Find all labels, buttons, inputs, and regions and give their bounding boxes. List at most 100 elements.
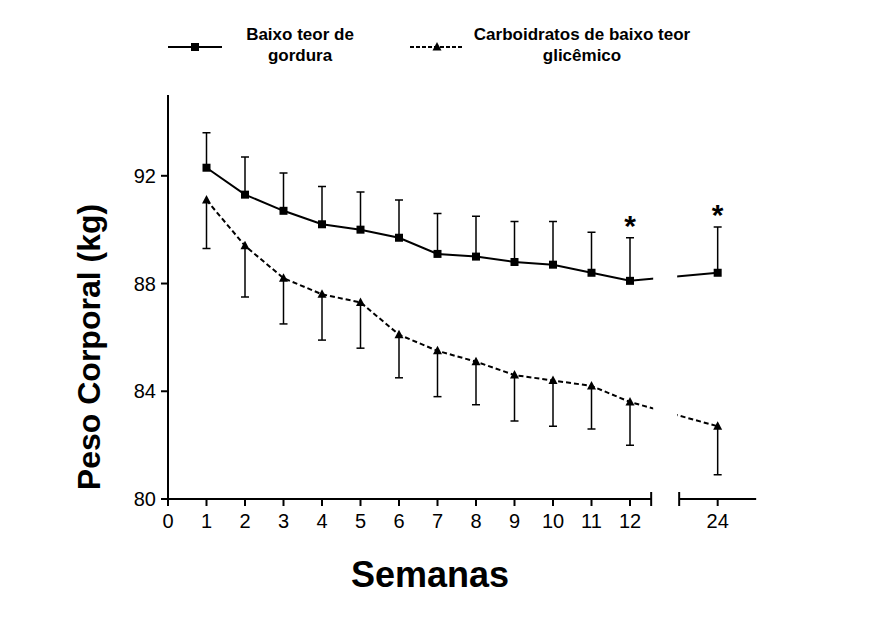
error-bar-stem [514, 222, 516, 262]
error-bar [318, 294, 326, 340]
error-bar-stem [629, 238, 631, 281]
x-tick [717, 499, 719, 506]
x-tick-label: 1 [201, 510, 212, 532]
error-bar-cap [511, 420, 519, 422]
annotation: * [712, 198, 724, 231]
legend-label: Carboidratos de baixo teorglicêmico [474, 25, 691, 65]
error-bar [395, 335, 403, 378]
error-bar-cap [472, 404, 480, 406]
y-tick [161, 498, 168, 500]
x-tick [591, 499, 593, 506]
error-bar [626, 238, 634, 281]
error-bar [588, 386, 596, 429]
error-bar [549, 380, 557, 426]
annotation: * [624, 209, 636, 242]
x-tick [244, 499, 246, 506]
error-bar-stem [591, 386, 593, 429]
error-bar [714, 426, 722, 474]
point [202, 195, 211, 204]
y-tick-label: 92 [134, 165, 156, 187]
point [280, 207, 288, 215]
error-bar-stem [244, 246, 246, 297]
point [318, 220, 326, 228]
point [318, 289, 327, 298]
point [549, 375, 558, 384]
point [587, 381, 596, 390]
point [241, 241, 250, 250]
error-bar-cap [357, 347, 365, 349]
plot-area [202, 95, 722, 499]
y-tick [161, 175, 168, 177]
error-bar-cap [549, 426, 557, 428]
point [356, 297, 365, 306]
error-bar-stem [283, 173, 285, 211]
x-tick-label: 24 [707, 510, 729, 532]
point [714, 269, 722, 277]
error-bar-cap [588, 428, 596, 430]
error-bar [203, 133, 211, 168]
x-tick-label: 5 [355, 510, 366, 532]
y-tick-label: 80 [134, 488, 156, 510]
x-tick [360, 499, 362, 506]
error-bar-stem [514, 375, 516, 421]
x-tick [437, 499, 439, 506]
error-bar [472, 362, 480, 405]
point [588, 269, 596, 277]
x-tick [552, 499, 554, 506]
error-bar-cap [241, 156, 249, 158]
point [241, 191, 249, 199]
x-tick-label: 3 [278, 510, 289, 532]
point [279, 273, 288, 282]
x-tick [514, 499, 516, 506]
legend-entry: Carboidratos de baixo teorglicêmico [410, 25, 691, 65]
point [433, 346, 442, 355]
y-tick [161, 390, 168, 392]
error-bar-stem [398, 200, 400, 238]
error-bar-stem [717, 227, 719, 273]
x-axis-label: Semanas [351, 554, 509, 595]
x-tick [398, 499, 400, 506]
legend-marker [191, 43, 199, 51]
error-bar [434, 351, 442, 397]
chart: 80848892012345678910111224SemanasPeso Co… [0, 0, 886, 634]
error-bar-cap [318, 339, 326, 341]
y-tick [161, 283, 168, 285]
error-bar-cap [395, 377, 403, 379]
error-bar [714, 227, 722, 273]
axis-break [650, 492, 652, 506]
error-bar-cap [472, 215, 480, 217]
series-line [207, 168, 718, 281]
point [510, 370, 519, 379]
error-bar-stem [321, 294, 323, 340]
point [472, 357, 481, 366]
x-tick-label: 2 [239, 510, 250, 532]
x-tick [321, 499, 323, 506]
error-bar-cap [203, 132, 211, 134]
legend-entry: Baixo teor degordura [168, 25, 354, 65]
error-bar-stem [475, 216, 477, 256]
point [434, 250, 442, 258]
x-axis [168, 498, 651, 500]
axis-break-gap [653, 95, 677, 499]
error-bar-cap [549, 221, 557, 223]
error-bar-cap [280, 323, 288, 325]
point [511, 258, 519, 266]
error-bar-stem [552, 380, 554, 426]
error-bar-stem [283, 278, 285, 324]
error-bar-stem [552, 222, 554, 265]
point [395, 330, 404, 339]
error-bar-cap [714, 474, 722, 476]
y-tick-label: 84 [134, 380, 156, 402]
error-bar-cap [588, 232, 596, 234]
x-tick-label: 12 [619, 510, 641, 532]
error-bar-stem [360, 302, 362, 348]
error-bar-cap [626, 444, 634, 446]
point [472, 253, 480, 261]
x-tick [629, 499, 631, 506]
error-bar [357, 302, 365, 348]
error-bar-stem [360, 192, 362, 230]
error-bar-stem [629, 402, 631, 445]
error-bar-cap [318, 186, 326, 188]
point [357, 226, 365, 234]
error-bar [549, 222, 557, 265]
